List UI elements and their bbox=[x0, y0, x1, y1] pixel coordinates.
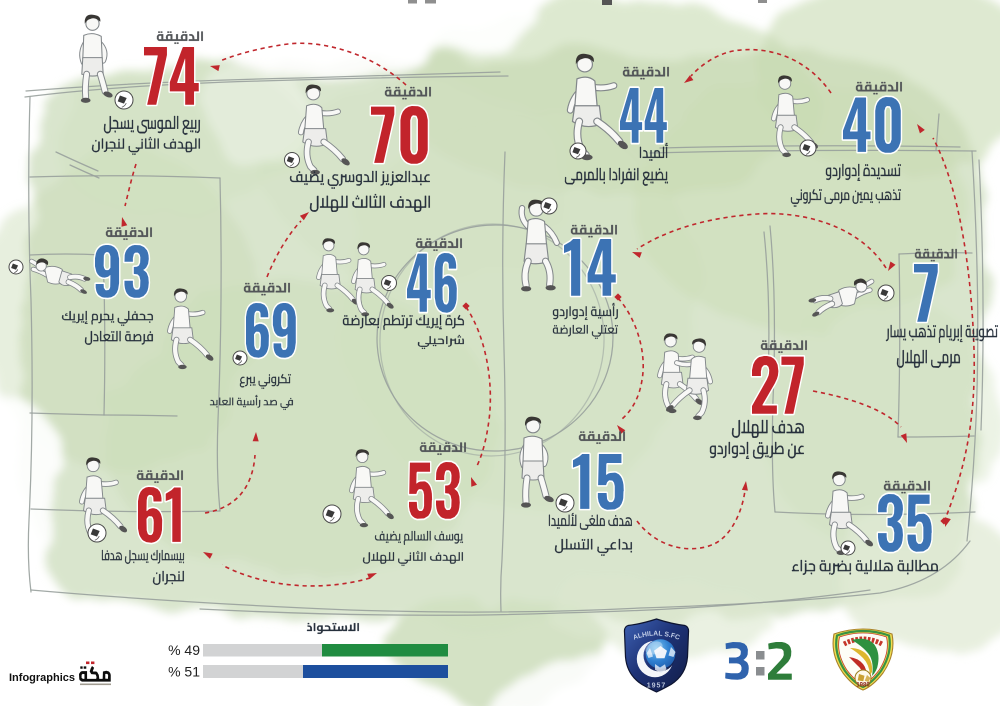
svg-text:% 51: % 51 bbox=[168, 664, 200, 680]
svg-text:1957: 1957 bbox=[647, 683, 667, 690]
svg-text:1980: 1980 bbox=[856, 683, 870, 689]
svg-text:Infographics: Infographics bbox=[9, 672, 75, 684]
svg-text:% 49: % 49 bbox=[168, 642, 200, 658]
svg-text:ALHILAL S.FC: ALHILAL S.FC bbox=[632, 630, 681, 641]
